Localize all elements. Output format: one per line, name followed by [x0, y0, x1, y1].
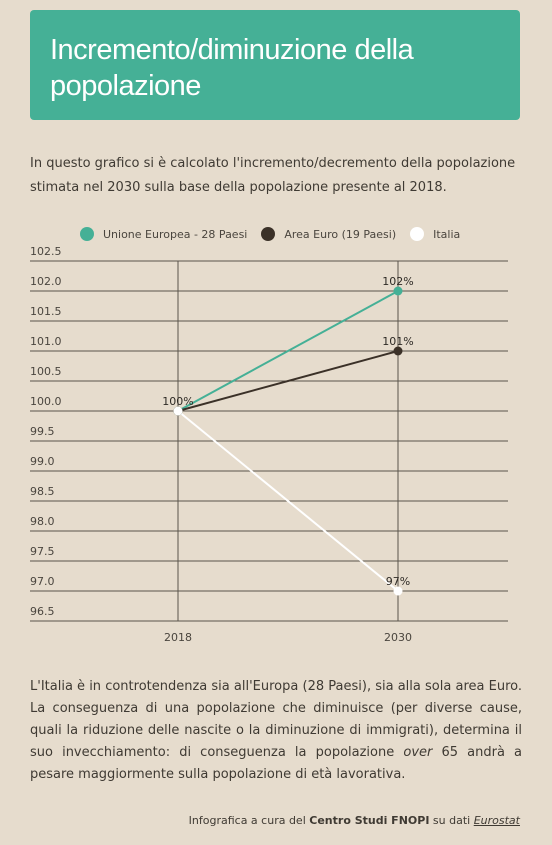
x-tick-label: 2030 [384, 631, 412, 644]
body-text-part-1: L'Italia è in controtendenza sia all'Eur… [30, 679, 522, 760]
series-line [177, 410, 399, 592]
data-label: 97% [386, 575, 410, 588]
data-label: 100% [162, 395, 193, 408]
y-tick-label: 100.5 [30, 365, 62, 378]
y-tick-label: 102.5 [30, 245, 62, 258]
page-title: Incremento/diminuzione della popolazione [50, 34, 414, 102]
legend-dot-euro-area [261, 227, 276, 241]
series-line [177, 290, 399, 412]
y-tick-label: 101.0 [30, 335, 62, 348]
credit-line: Infografica a cura del Centro Studi FNOP… [189, 814, 520, 827]
data-point [393, 586, 403, 596]
y-tick-label: 99.0 [30, 455, 55, 468]
legend-item-italia: Italia [410, 227, 460, 241]
body-text-over: over [403, 745, 433, 760]
intro-text: In questo grafico si è calcolato l'incre… [30, 156, 516, 195]
population-line-chart: 102.5 102.0 101.5 101.0 100.5 100.0 99.5 99.0 98… [30, 245, 508, 644]
credit-prefix: Infografica a cura del [188, 814, 310, 827]
y-tick-label: 101.5 [30, 305, 62, 318]
data-point [393, 346, 403, 356]
legend-dot-italia [410, 227, 425, 241]
legend-label-euro-area: Area Euro (19 Paesi) [284, 227, 397, 241]
legend-dot-eu [80, 227, 94, 241]
credit-org: Centro Studi FNOPI [309, 814, 430, 827]
legend-label-italia: Italia [433, 227, 461, 241]
y-tick-label: 97.5 [30, 545, 55, 558]
y-tick-label: 96.5 [30, 605, 55, 618]
y-tick-label: 98.0 [30, 515, 55, 528]
body-paragraph: L'Italia è in controtendenza sia all'Eur… [30, 676, 522, 786]
x-tick-label: 2018 [164, 631, 192, 644]
y-tick-label: 98.5 [30, 485, 55, 498]
data-label: 102% [382, 275, 413, 288]
credit-mid: su dati [429, 814, 474, 827]
legend-label-eu: Unione Europea - 28 Paesi [103, 227, 248, 241]
data-point [393, 286, 403, 296]
body-text-part-2: 65 andrà a pesare maggiormente sulla pop… [30, 745, 522, 782]
data-label: 101% [382, 335, 413, 348]
legend-item-eu: Unione Europea - 28 Paesi [80, 227, 247, 241]
y-tick-label: 100.0 [30, 395, 62, 408]
data-point [173, 406, 183, 416]
series-line [177, 350, 399, 412]
title-banner: Incremento/diminuzione della popolazione [30, 10, 520, 120]
y-tick-label: 102.0 [30, 275, 62, 288]
legend-item-euro-area: Area Euro (19 Paesi) [261, 227, 396, 241]
credit-source-link[interactable]: Eurostat [473, 814, 520, 827]
chart-legend: Unione Europea - 28 Paesi Area Euro (19 … [80, 224, 474, 244]
y-tick-label: 99.5 [30, 425, 55, 438]
y-tick-label: 97.0 [30, 575, 55, 588]
